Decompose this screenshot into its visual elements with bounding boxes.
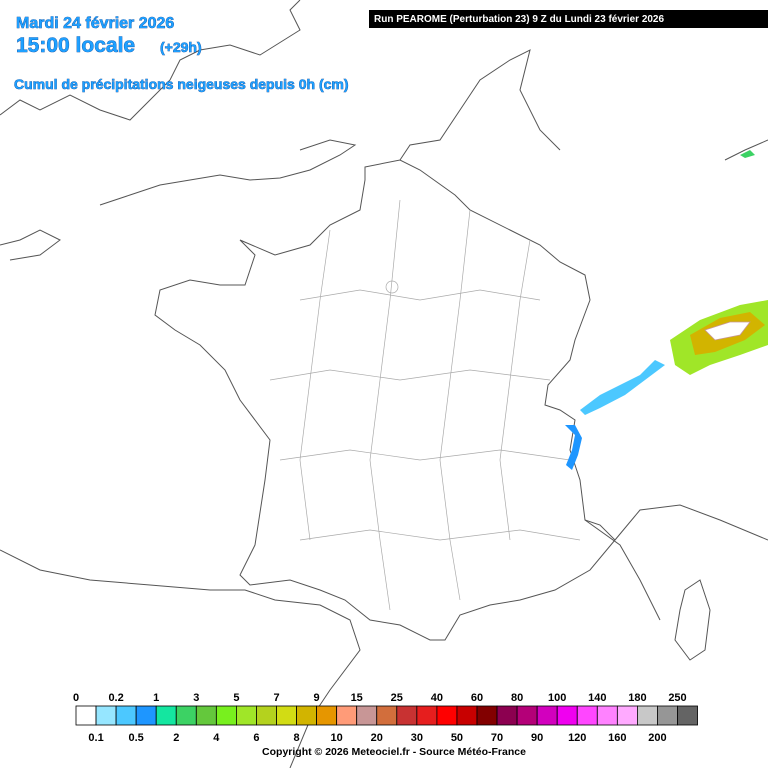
legend-label: 15	[351, 692, 363, 704]
legend-label: 10	[331, 732, 343, 744]
legend-label: 0.2	[108, 692, 123, 704]
legend-swatch	[95, 705, 117, 726]
legend-label: 50	[451, 732, 463, 744]
legend-swatch	[215, 705, 237, 726]
legend-swatch	[195, 705, 217, 726]
copyright: Copyright © 2026 Meteociel.fr - Source M…	[262, 746, 526, 758]
legend-swatch	[376, 705, 398, 726]
legend-label: 8	[293, 732, 299, 744]
legend-swatch	[677, 705, 698, 726]
legend-swatch	[596, 705, 618, 726]
legend-label: 7	[273, 692, 279, 704]
legend-label: 180	[628, 692, 646, 704]
run-banner	[369, 10, 768, 28]
legend-swatch	[115, 705, 137, 726]
legend-label: 2	[173, 732, 179, 744]
legend-swatch	[536, 705, 558, 726]
legend-label: 40	[431, 692, 443, 704]
map-subtitle: Cumul de précipitations neigeuses depuis…	[14, 76, 349, 92]
legend-swatch	[456, 705, 478, 726]
legend-label: 30	[411, 732, 423, 744]
legend-label: 6	[253, 732, 259, 744]
legend-label: 70	[491, 732, 503, 744]
legend-swatch	[657, 705, 678, 726]
legend-label: 3	[193, 692, 199, 704]
legend-swatch	[496, 705, 518, 726]
legend-label: 60	[471, 692, 483, 704]
legend-label: 80	[511, 692, 523, 704]
legend-label: 100	[548, 692, 566, 704]
legend-swatch	[336, 705, 358, 726]
legend-swatch	[155, 705, 177, 726]
run-info: Run PEAROME (Perturbation 23) 9 Z du Lun…	[374, 14, 664, 25]
legend: 0 0.1 0.2 0.5 1 2 3 4 5 6 7 8 9 10 15 20 25 30 40 50 60 70 80 9…	[73, 692, 698, 744]
legend-swatch	[235, 705, 257, 726]
legend-label: 25	[391, 692, 403, 704]
forecast-lead: (+29h)	[160, 39, 202, 55]
legend-label: 140	[588, 692, 606, 704]
legend-swatch	[175, 705, 197, 726]
legend-swatch	[356, 705, 378, 726]
snow-cover	[565, 150, 768, 470]
legend-swatch	[616, 705, 638, 726]
legend-label: 0	[73, 692, 79, 704]
legend-swatch	[296, 705, 317, 726]
legend-swatch	[396, 705, 418, 726]
legend-swatch	[476, 705, 498, 726]
legend-swatch	[75, 705, 97, 726]
legend-label: 0.1	[88, 732, 103, 744]
legend-swatch	[436, 705, 458, 726]
forecast-time: 15:00 locale	[16, 34, 135, 57]
legend-swatch	[556, 705, 578, 726]
legend-swatch	[135, 705, 157, 726]
legend-label: 1	[153, 692, 159, 704]
legend-swatch	[416, 705, 438, 726]
legend-label: 250	[668, 692, 686, 704]
legend-label: 9	[314, 692, 320, 704]
legend-swatch	[276, 705, 297, 726]
legend-label: 5	[233, 692, 239, 704]
legend-label: 200	[648, 732, 666, 744]
forecast-date: Mardi 24 février 2026	[16, 15, 174, 32]
legend-swatch	[637, 705, 658, 726]
legend-label: 160	[608, 732, 626, 744]
legend-swatch	[256, 705, 277, 726]
legend-label: 90	[531, 732, 543, 744]
legend-label: 0.5	[129, 732, 144, 744]
legend-swatch	[576, 705, 598, 726]
legend-swatch	[316, 705, 338, 726]
legend-swatch	[516, 705, 538, 726]
legend-label: 20	[371, 732, 383, 744]
legend-label: 4	[213, 732, 220, 744]
legend-label: 120	[568, 732, 586, 744]
